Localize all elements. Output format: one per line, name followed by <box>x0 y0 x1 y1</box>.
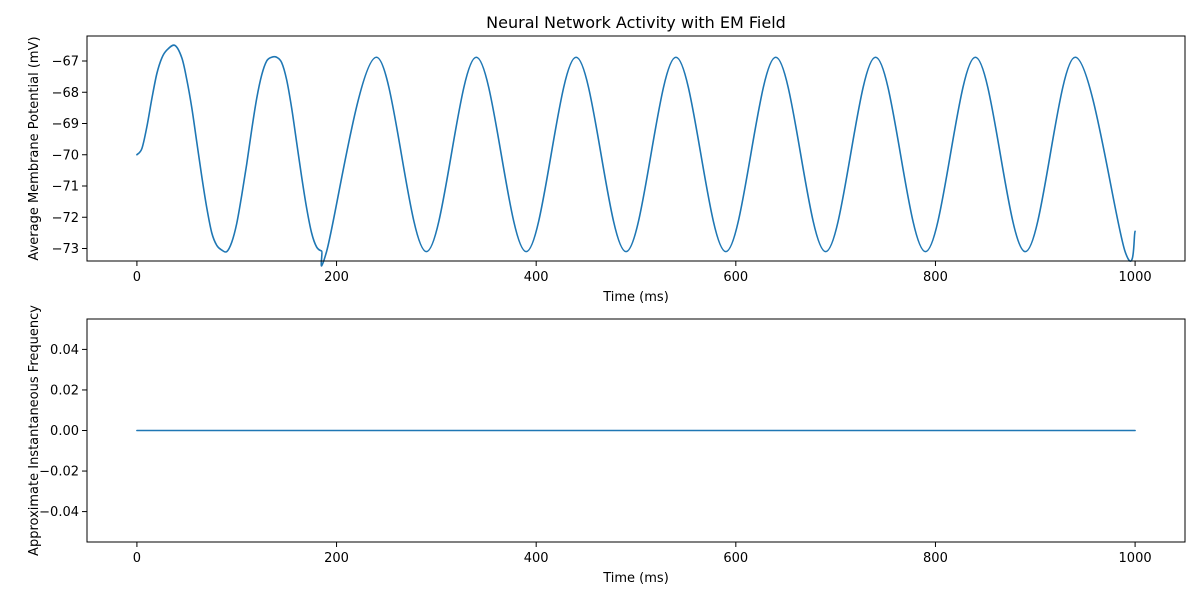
chart-title: Neural Network Activity with EM Field <box>486 13 786 32</box>
x-axis-label: Time (ms) <box>602 290 669 305</box>
x-tick-label: 400 <box>524 551 549 566</box>
x-axis-label: Time (ms) <box>602 571 669 586</box>
y-tick-label: −72 <box>52 211 79 226</box>
y-axis-label: Approximate Instantaneous Frequency <box>27 305 42 556</box>
x-tick-label: 200 <box>324 270 349 285</box>
axes-frame <box>86 35 1186 262</box>
y-tick-label: −70 <box>52 148 79 163</box>
x-tick-label: 400 <box>524 270 549 285</box>
y-axis-label: Average Membrane Potential (mV) <box>27 36 42 260</box>
instantaneous-frequency-plot: 0 200 400 600 800 1000 −0.04 −0.02 0.00 0.02 0.04 T… <box>27 305 1186 586</box>
x-tick-label: 1000 <box>1119 551 1152 566</box>
x-tick-label: 1000 <box>1119 270 1152 285</box>
x-tick-label: 800 <box>923 270 948 285</box>
y-tick-label: −0.02 <box>39 465 79 480</box>
y-tick-label: −68 <box>52 86 79 101</box>
x-tick-label: 600 <box>723 270 748 285</box>
y-tick-label: 0.02 <box>50 383 79 398</box>
y-tick-label: −71 <box>52 180 79 195</box>
y-tick-label: −67 <box>52 55 79 70</box>
y-tick-label: 0.00 <box>50 424 79 439</box>
y-tick-label: −73 <box>52 242 79 257</box>
series-line <box>136 44 1136 267</box>
y-tick-label: −0.04 <box>39 505 79 520</box>
x-tick-label: 600 <box>723 551 748 566</box>
membrane-potential-plot: 0 200 400 600 800 1000 −73 −72 −71 −70 −69 −68 −67 Ti… <box>27 13 1186 305</box>
y-tick-label: −69 <box>52 117 79 132</box>
x-tick-label: 800 <box>923 551 948 566</box>
x-tick-label: 0 <box>133 270 141 285</box>
x-tick-label: 200 <box>324 551 349 566</box>
y-tick-label: 0.04 <box>50 343 79 358</box>
x-tick-label: 0 <box>133 551 141 566</box>
